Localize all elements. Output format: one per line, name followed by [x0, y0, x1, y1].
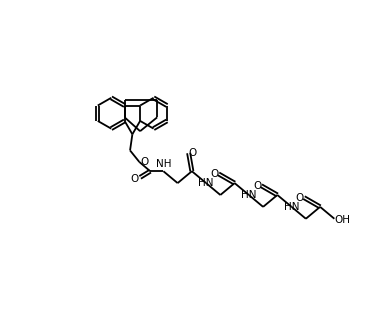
Text: O: O — [188, 148, 197, 158]
Text: HN: HN — [198, 178, 214, 188]
Text: O: O — [130, 174, 139, 184]
Text: O: O — [140, 157, 149, 167]
Text: O: O — [210, 169, 219, 179]
Text: OH: OH — [334, 215, 350, 225]
Text: O: O — [296, 193, 304, 203]
Text: NH: NH — [156, 159, 171, 169]
Text: O: O — [253, 181, 261, 191]
Text: HN: HN — [241, 190, 257, 200]
Text: HN: HN — [284, 202, 299, 212]
